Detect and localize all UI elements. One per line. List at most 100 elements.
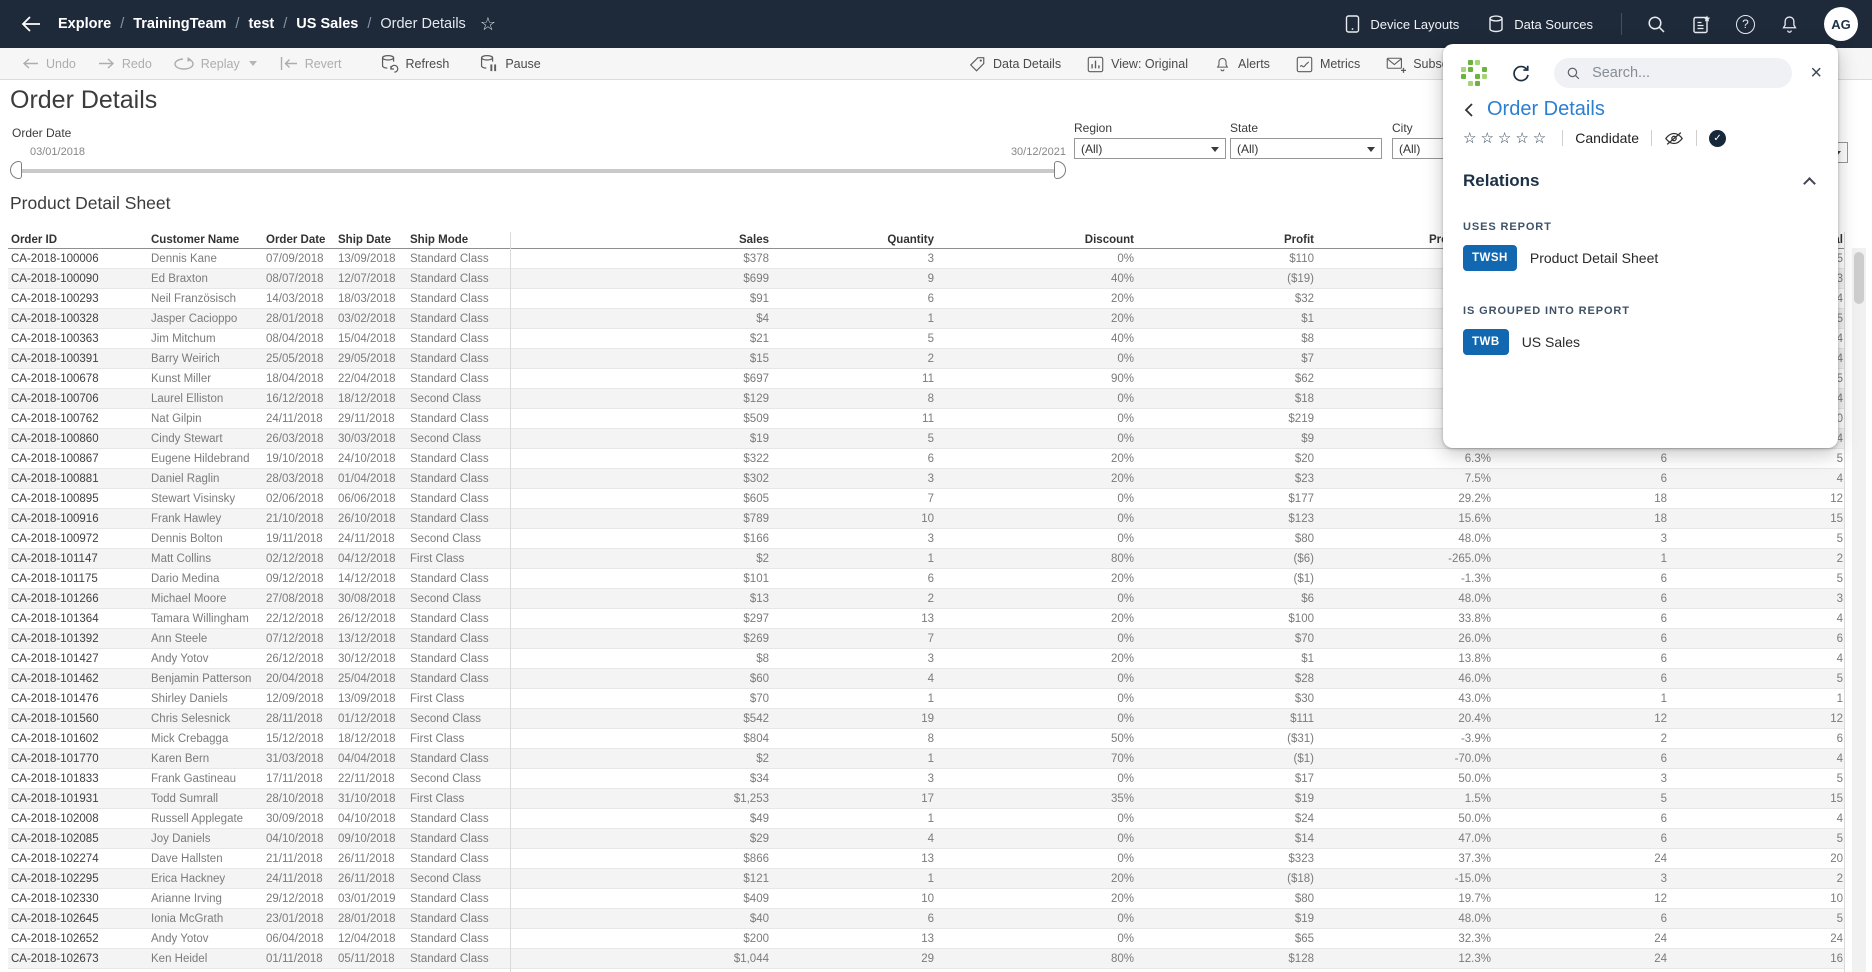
eye-slash-icon[interactable] — [1664, 131, 1684, 146]
search-icon[interactable] — [1646, 14, 1667, 35]
table-cell: 15.6% — [1458, 512, 1491, 525]
table-row[interactable]: CA-2018-101602 Mick Crebagga 15/12/2018 18/… — [8, 729, 1844, 749]
table-row[interactable]: CA-2018-100293 Neil Französisch 14/03/2018… — [8, 289, 1844, 309]
table-row[interactable]: CA-2018-102085 Joy Daniels 04/10/2018 09/10… — [8, 829, 1844, 849]
date-slider-handle-right[interactable] — [1054, 161, 1066, 179]
table-row[interactable]: CA-2018-100916 Frank Hawley 21/10/2018 26/1… — [8, 509, 1844, 529]
filter-state-dropdown[interactable]: (All) — [1230, 138, 1382, 159]
table-right-border — [1844, 232, 1845, 972]
close-icon[interactable]: × — [1810, 62, 1822, 84]
panel-asset-title[interactable]: Order Details — [1487, 98, 1605, 120]
table-row[interactable]: CA-2018-101833 Frank Gastineau 17/11/2018 2… — [8, 769, 1844, 789]
table-row[interactable]: CA-2018-101476 Shirley Daniels 12/09/2018 1… — [8, 689, 1844, 709]
table-cell: $302 — [743, 472, 769, 485]
table-row[interactable]: CA-2018-101427 Andy Yotov 26/12/2018 30/12/… — [8, 649, 1844, 669]
filter-region-dropdown[interactable]: (All) — [1074, 138, 1226, 159]
table-row[interactable]: CA-2018-101392 Ann Steele 07/12/2018 13/12/… — [8, 629, 1844, 649]
favorites-list-icon[interactable] — [1691, 14, 1712, 35]
table-cell: 12/04/2018 — [338, 932, 396, 945]
refresh-data-button[interactable]: Refresh — [380, 54, 449, 73]
redo-button[interactable]: Redo — [98, 57, 152, 71]
table-row[interactable]: CA-2018-101147 Matt Collins 02/12/2018 04/1… — [8, 549, 1844, 569]
favorite-star-icon[interactable]: ☆ — [479, 14, 496, 34]
table-row[interactable]: CA-2018-102330 Arianne Irving 29/12/2018 03… — [8, 889, 1844, 909]
data-sources-button[interactable]: Data Sources — [1487, 14, 1593, 34]
help-icon[interactable]: ? — [1736, 14, 1755, 34]
table-row[interactable]: CA-2018-100090 Ed Braxton 08/07/2018 12/07/… — [8, 269, 1844, 289]
table-cell: 0% — [1117, 512, 1134, 525]
scrollbar-track[interactable] — [1852, 248, 1866, 972]
breadcrumb-item[interactable]: TrainingTeam — [133, 16, 227, 32]
table-row[interactable]: CA-2018-100860 Cindy Stewart 26/03/2018 30/… — [8, 429, 1844, 449]
date-slider-handle-left[interactable] — [10, 161, 22, 179]
panel-search[interactable] — [1554, 58, 1793, 88]
table-row[interactable]: CA-2018-102645 Ionia McGrath 23/01/2018 28/… — [8, 909, 1844, 929]
user-avatar[interactable]: AG — [1824, 7, 1858, 41]
breadcrumb-item[interactable]: test — [248, 16, 275, 32]
column-header[interactable]: Order ID — [11, 234, 58, 246]
metrics-button[interactable]: Metrics — [1296, 56, 1360, 73]
relation-item-uses[interactable]: TWSH Product Detail Sheet — [1443, 233, 1838, 271]
revert-button[interactable]: Revert — [279, 56, 342, 71]
table-cell: 0% — [1117, 712, 1134, 725]
table-row[interactable]: CA-2018-101931 Todd Sumrall 28/10/2018 31/1… — [8, 789, 1844, 809]
data-details-label: Data Details — [993, 57, 1062, 71]
breadcrumb-item[interactable]: Explore — [58, 16, 112, 32]
table-row[interactable]: CA-2018-102295 Erica Hackney 24/11/2018 26/… — [8, 869, 1844, 889]
column-header[interactable]: al — [1833, 234, 1843, 246]
view-original-button[interactable]: View: Original — [1087, 56, 1188, 73]
table-row[interactable]: CA-2018-100867 Eugene Hildebrand 19/10/201… — [8, 449, 1844, 469]
table-row[interactable]: CA-2018-102652 Andy Yotov 06/04/2018 12/04/… — [8, 929, 1844, 949]
notifications-bell-icon[interactable] — [1779, 14, 1800, 35]
table-row[interactable]: CA-2018-100363 Jim Mitchum 08/04/2018 15/04… — [8, 329, 1844, 349]
table-row[interactable]: CA-2018-100678 Kunst Miller 18/04/2018 22/0… — [8, 369, 1844, 389]
panel-search-input[interactable] — [1590, 64, 1781, 82]
column-header[interactable]: Discount — [1084, 234, 1134, 246]
data-details-button[interactable]: Data Details — [968, 55, 1061, 73]
column-header[interactable]: Sales — [738, 234, 769, 246]
back-button[interactable] — [20, 13, 42, 35]
panel-refresh-icon[interactable] — [1511, 64, 1530, 83]
table-row[interactable]: CA-2018-101462 Benjamin Patterson 20/04/20… — [8, 669, 1844, 689]
pause-updates-button[interactable]: Pause — [479, 54, 541, 73]
undo-button[interactable]: Undo — [22, 57, 76, 71]
table-row[interactable]: CA-2018-101266 Michael Moore 27/08/2018 30/… — [8, 589, 1844, 609]
device-layouts-button[interactable]: Device Layouts — [1344, 14, 1459, 34]
table-cell: 28/10/2018 — [266, 792, 324, 805]
table-row[interactable]: CA-2018-100391 Barry Weirich 25/05/2018 29/… — [8, 349, 1844, 369]
breadcrumb-item[interactable]: US Sales — [296, 16, 359, 32]
column-header[interactable]: Ship Date — [338, 234, 392, 246]
table-row[interactable]: CA-2018-102274 Dave Hallsten 21/11/2018 26/… — [8, 849, 1844, 869]
chevron-left-icon[interactable] — [1463, 102, 1474, 118]
table-row[interactable]: CA-2018-100881 Daniel Raglin 28/03/2018 01/… — [8, 469, 1844, 489]
table-row[interactable]: CA-2018-100006 Dennis Kane 07/09/2018 13/09… — [8, 249, 1844, 269]
column-header[interactable]: Order Date — [266, 234, 326, 246]
column-header[interactable]: Quantity — [887, 234, 934, 246]
table-cell: 0% — [1117, 632, 1134, 645]
alerts-button[interactable]: Alerts — [1214, 56, 1270, 73]
filter-state-value: (All) — [1237, 141, 1259, 156]
date-slider-track[interactable] — [16, 169, 1060, 173]
table-row[interactable]: CA-2018-101175 Dario Medina 09/12/2018 14/1… — [8, 569, 1844, 589]
table-row[interactable]: CA-2018-101560 Chris Selesnick 28/11/2018 0… — [8, 709, 1844, 729]
table-row[interactable]: CA-2018-100706 Laurel Elliston 16/12/2018 1… — [8, 389, 1844, 409]
column-header[interactable]: Customer Name — [151, 234, 240, 246]
table-row[interactable]: CA-2018-102008 Russell Applegate 30/09/201… — [8, 809, 1844, 829]
table-row[interactable]: CA-2018-100972 Dennis Bolton 19/11/2018 24/… — [8, 529, 1844, 549]
column-header[interactable]: Profit — [1283, 234, 1314, 246]
rating-stars[interactable]: ☆☆☆☆☆ — [1463, 130, 1551, 147]
column-header[interactable]: Ship Mode — [410, 234, 469, 246]
relation-item-grouped[interactable]: TWB US Sales — [1443, 317, 1838, 355]
table-row[interactable]: CA-2018-101770 Karen Bern 31/03/2018 04/04/… — [8, 749, 1844, 769]
scrollbar-thumb[interactable] — [1854, 252, 1864, 304]
table-row[interactable]: CA-2018-102673 Ken Heidel 01/11/2018 05/11/… — [8, 949, 1844, 969]
table-row[interactable]: CA-2018-101364 Tamara Willingham 22/12/201… — [8, 609, 1844, 629]
table-row[interactable]: CA-2018-100895 Stewart Visinsky 02/06/2018… — [8, 489, 1844, 509]
table-cell: 4 — [927, 832, 934, 845]
replay-button[interactable]: Replay — [174, 56, 257, 71]
chevron-up-icon[interactable] — [1803, 176, 1816, 190]
certified-check-icon[interactable]: ✓ — [1709, 129, 1727, 147]
table-row[interactable]: CA-2018-100762 Nat Gilpin 24/11/2018 29/11/… — [8, 409, 1844, 429]
table-cell: CA-2018-100293 — [11, 292, 99, 305]
table-row[interactable]: CA-2018-100328 Jasper Cacioppo 28/01/2018 0… — [8, 309, 1844, 329]
